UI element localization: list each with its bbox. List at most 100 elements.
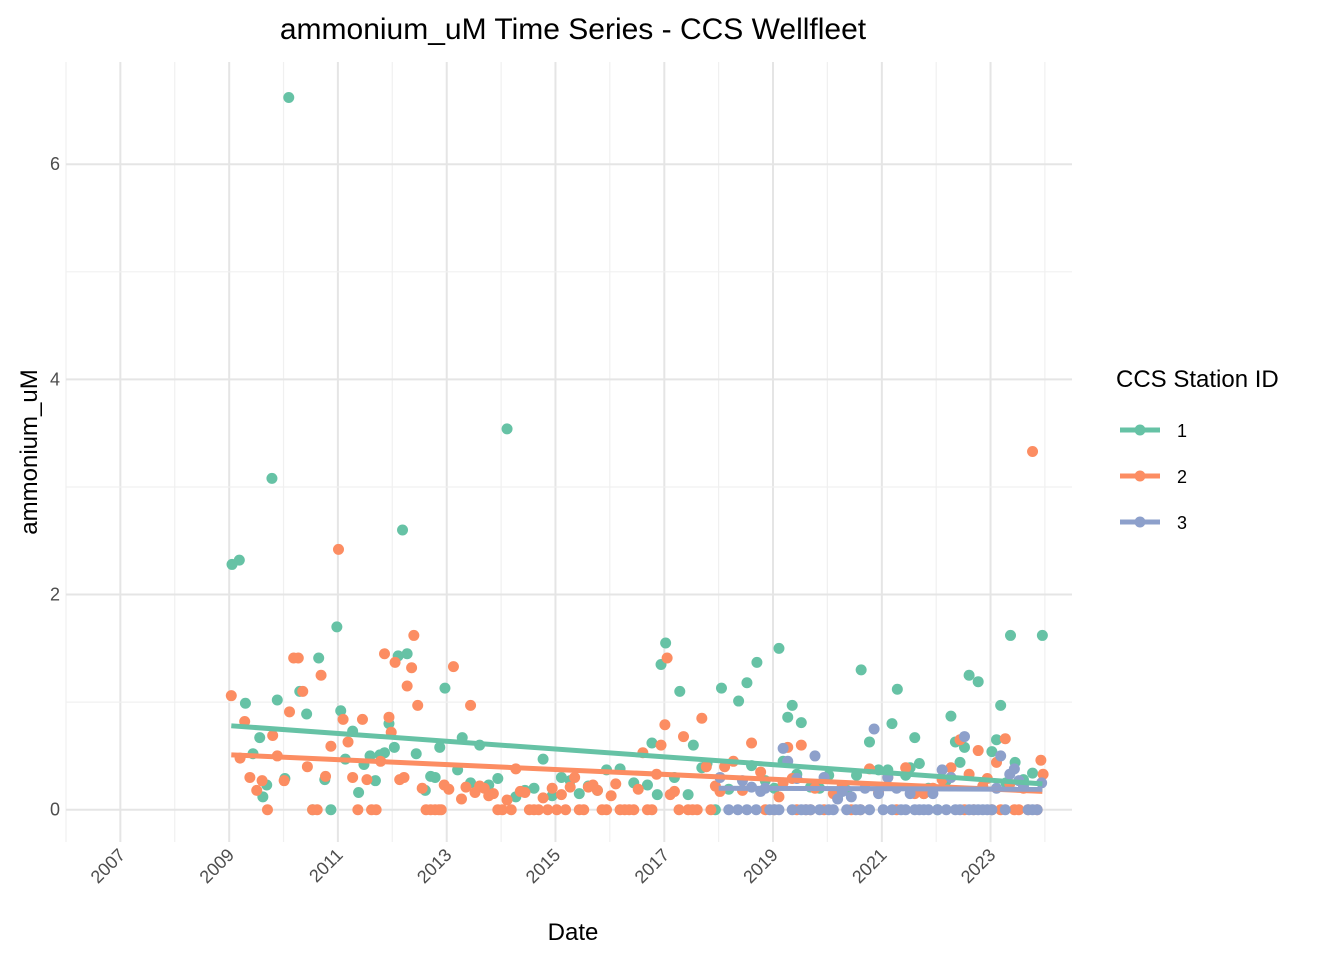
data-point-series-1 xyxy=(855,664,867,676)
legend: CCS Station ID 1 2 3 xyxy=(1116,366,1279,533)
data-point-series-2 xyxy=(601,804,613,816)
data-point-series-2 xyxy=(487,788,499,800)
data-point-series-2 xyxy=(443,783,455,795)
data-point-series-1 xyxy=(434,741,446,753)
data-point-series-1 xyxy=(972,676,984,688)
data-point-series-1 xyxy=(233,554,245,566)
data-point-series-2 xyxy=(496,804,508,816)
data-point-series-2 xyxy=(251,784,263,796)
data-point-series-3 xyxy=(732,804,744,816)
data-point-series-2 xyxy=(564,781,576,793)
data-point-series-2 xyxy=(668,785,680,797)
data-point-series-3 xyxy=(805,804,817,816)
data-point-series-1 xyxy=(388,741,400,753)
data-point-series-1 xyxy=(573,788,585,800)
data-point-series-3 xyxy=(954,804,966,816)
data-point-series-2 xyxy=(342,736,354,748)
data-point-series-2 xyxy=(465,699,477,711)
data-point-series-2 xyxy=(435,804,447,816)
data-point-series-1 xyxy=(954,756,966,768)
data-point-series-1 xyxy=(271,694,283,706)
data-point-series-1 xyxy=(986,746,998,758)
data-point-series-2 xyxy=(696,712,708,724)
data-point-series-1 xyxy=(1036,629,1048,641)
data-point-series-3 xyxy=(1008,763,1020,775)
data-point-series-1 xyxy=(492,773,504,785)
data-point-series-2 xyxy=(389,656,401,668)
data-point-series-1 xyxy=(325,804,337,816)
data-point-series-2 xyxy=(1035,754,1047,766)
data-point-series-1 xyxy=(646,737,658,749)
data-point-series-3 xyxy=(786,804,798,816)
data-point-series-2 xyxy=(972,745,984,757)
data-point-series-1 xyxy=(301,708,313,720)
data-point-series-1 xyxy=(995,699,1007,711)
data-point-series-1 xyxy=(283,92,295,104)
data-point-series-3 xyxy=(827,804,839,816)
data-point-series-1 xyxy=(674,685,686,697)
data-point-series-1 xyxy=(501,423,513,435)
data-point-series-1 xyxy=(773,642,785,654)
data-point-series-3 xyxy=(845,791,857,803)
data-point-series-2 xyxy=(416,782,428,794)
data-point-series-3 xyxy=(995,750,1007,762)
data-point-series-2 xyxy=(605,790,617,802)
data-point-series-3 xyxy=(841,804,853,816)
data-point-series-1 xyxy=(863,736,875,748)
data-point-series-1 xyxy=(439,682,451,694)
data-point-series-2 xyxy=(519,787,531,799)
x-tick-label: 2015 xyxy=(522,845,564,887)
legend-key-point xyxy=(1134,516,1146,528)
data-point-series-2 xyxy=(447,661,459,673)
x-tick-label: 2019 xyxy=(739,845,781,887)
data-point-series-2 xyxy=(719,761,731,773)
data-point-series-1 xyxy=(660,637,672,649)
data-point-series-1 xyxy=(401,648,413,660)
data-point-series-3 xyxy=(1031,804,1043,816)
data-point-series-2 xyxy=(900,762,912,774)
data-point-series-1 xyxy=(397,524,409,536)
data-point-series-2 xyxy=(225,690,237,702)
y-tick-label: 6 xyxy=(50,154,60,174)
data-point-series-3 xyxy=(999,804,1011,816)
data-point-series-1 xyxy=(682,789,694,801)
data-point-series-3 xyxy=(877,804,889,816)
data-point-series-3 xyxy=(940,804,952,816)
data-point-series-2 xyxy=(256,775,268,787)
data-point-series-1 xyxy=(239,697,251,709)
data-point-series-2 xyxy=(755,766,767,778)
legend-label-series-3: 3 xyxy=(1177,513,1187,533)
data-point-series-2 xyxy=(1013,804,1025,816)
data-point-series-1 xyxy=(429,771,441,783)
data-point-series-2 xyxy=(655,739,667,751)
y-axis-title: ammonium_uM xyxy=(16,369,43,534)
data-point-series-2 xyxy=(278,775,290,787)
data-point-series-2 xyxy=(325,740,337,752)
data-point-series-3 xyxy=(868,723,880,735)
data-point-series-2 xyxy=(352,804,364,816)
data-point-series-1 xyxy=(266,472,278,484)
legend-label-series-1: 1 xyxy=(1177,421,1187,441)
data-point-series-1 xyxy=(1027,767,1039,779)
data-point-series-2 xyxy=(297,685,309,697)
data-point-series-1 xyxy=(733,695,745,707)
data-point-series-1 xyxy=(641,779,653,791)
trend-line-series-2 xyxy=(231,752,1043,794)
data-point-series-2 xyxy=(406,662,418,674)
data-point-series-2 xyxy=(460,781,472,793)
data-point-series-1 xyxy=(886,718,898,730)
data-point-series-1 xyxy=(741,677,753,689)
data-point-series-3 xyxy=(773,804,785,816)
data-point-series-2 xyxy=(315,669,327,681)
data-point-series-2 xyxy=(284,706,296,718)
data-point-series-1 xyxy=(331,621,343,633)
data-point-series-1 xyxy=(379,747,391,759)
data-point-series-2 xyxy=(537,792,549,804)
data-point-series-1 xyxy=(715,682,727,694)
x-axis-title: Date xyxy=(548,919,599,946)
data-point-series-1 xyxy=(546,790,558,802)
data-point-series-2 xyxy=(542,804,554,816)
data-point-series-2 xyxy=(746,737,758,749)
data-point-series-2 xyxy=(267,729,279,741)
data-point-series-2 xyxy=(673,804,685,816)
